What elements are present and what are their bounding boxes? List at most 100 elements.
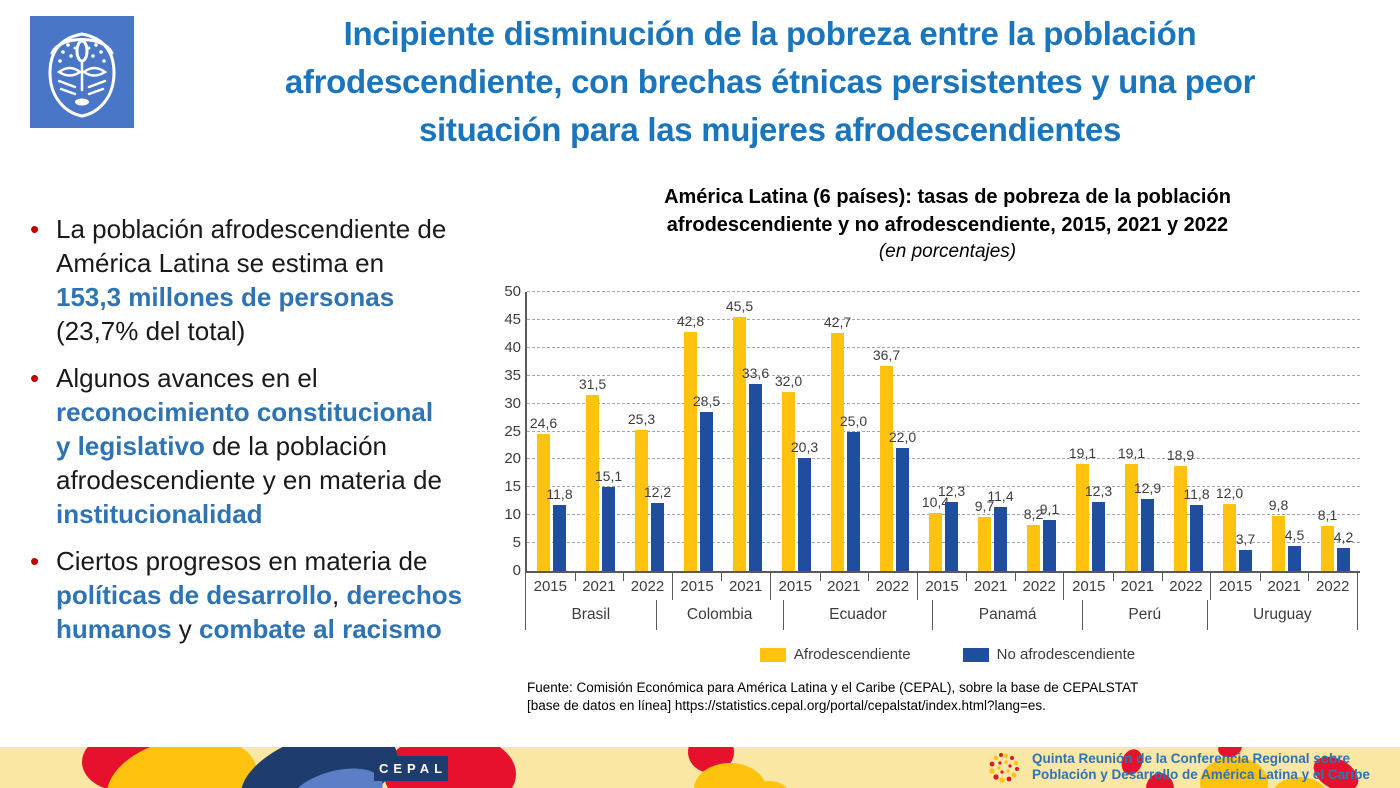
bar-value-label: 24,6	[529, 414, 558, 431]
country-group-uruguay: 12,0 3,7 9,8 4,5 8,1 4,2	[1213, 292, 1360, 571]
bar-afrodescendiente: 8,1	[1318, 507, 1337, 571]
bar-no-afrodescendiente: 25,0	[840, 413, 867, 571]
bar-no-afrodescendiente: 20,3	[791, 439, 818, 571]
bar-afrodescendiente: 25,3	[628, 411, 655, 571]
chart-country-axis: Brasil Colombia Ecuador Panamá Perú Uruguay	[525, 600, 1359, 630]
chart-subtitle: (en porcentajes)	[878, 241, 1017, 262]
chart-source-line: Fuente: Comisión Económica para América …	[527, 680, 1139, 695]
bar-afrodescendiente: 36,7	[873, 347, 900, 571]
y-axis-tick-label: 15	[504, 478, 521, 496]
year-tick-label: 2021	[966, 573, 1015, 600]
bar-no-afrodescendiente: 4,5	[1285, 527, 1304, 571]
chart-title-line: América Latina (6 países): tasas de pobr…	[664, 186, 1231, 208]
bar-no-afrodescendiente: 11,8	[1183, 486, 1210, 571]
bar-value-label: 9,8	[1268, 497, 1289, 514]
bar-value-label: 12,9	[1133, 480, 1162, 497]
year-group: 8,2 9,1	[1017, 292, 1066, 571]
bullet-text-highlight: 153,3 millones de personas	[56, 282, 395, 312]
bar-afrodescendiente: 42,8	[677, 313, 704, 571]
year-tick-label: 2022	[868, 573, 917, 600]
year-tick-label: 2021	[819, 573, 869, 600]
bar-no-afrodescendiente: 11,8	[546, 486, 573, 571]
legend-item: No afrodescendiente	[962, 646, 1136, 663]
chart-title: América Latina (6 países): tasas de pobr…	[505, 183, 1390, 239]
year-group: 8,1 4,2	[1311, 292, 1360, 571]
bullet-text: Ciertos progresos en materia de	[56, 546, 428, 576]
bar-no-afrodescendiente: 12,3	[1085, 483, 1112, 571]
bar-value-label: 42,8	[676, 313, 705, 330]
year-tick-label: 2022	[1161, 573, 1211, 600]
page-title-line: afrodescendiente, con brechas étnicas pe…	[284, 63, 1256, 100]
bar-value-label: 4,2	[1333, 528, 1354, 545]
chart-source: Fuente: Comisión Económica para América …	[527, 679, 1390, 715]
year-axis-section: 2015 2021 2022	[1063, 573, 1210, 600]
bar-afrodescendiente: 9,8	[1269, 497, 1288, 571]
bar-value-label: 31,5	[578, 376, 607, 393]
year-axis-section: 2015 2021	[671, 573, 770, 600]
bar-value-label: 33,6	[741, 364, 770, 381]
bar-value-label: 25,3	[627, 410, 656, 427]
bar-value-label: 4,5	[1284, 526, 1305, 543]
country-group-ecuador: 32,0 20,3 42,7 25,0 36,7 22,0	[772, 292, 919, 571]
year-tick-label: 2022	[623, 573, 672, 600]
bar-value-label: 8,1	[1317, 506, 1338, 523]
bullet-text-highlight: institucionalidad	[56, 499, 263, 529]
conference-title-line: Quinta Reunión de la Conferencia Regiona…	[1032, 751, 1351, 766]
year-group: 45,5 33,6	[723, 292, 772, 571]
bullet-item: • Ciertos progresos en materia de polític…	[26, 544, 496, 646]
bullet-dot: •	[30, 214, 40, 244]
year-group: 10,4 12,3	[919, 292, 968, 571]
bar-value-label: 12,2	[643, 483, 672, 500]
year-tick-label: 2015	[925, 578, 959, 595]
bullet-list: • La población afrodescendiente de Améric…	[26, 212, 496, 659]
year-tick-label: 2021	[1259, 573, 1309, 600]
y-axis-tick-label: 20	[504, 450, 521, 468]
chart-source-line: [base de datos en línea] https://statist…	[527, 698, 1046, 713]
country-label-brasil: Brasil	[525, 600, 656, 630]
bar-no-afrodescendiente: 12,2	[644, 484, 671, 571]
bar-no-afrodescendiente: 12,9	[1134, 480, 1161, 571]
bar-value-label: 12,3	[1084, 483, 1113, 500]
year-axis-section: 2015 2021 2022	[525, 573, 672, 600]
bar-value-label: 11,8	[546, 486, 573, 503]
bar-value-label: 28,5	[692, 392, 721, 409]
year-axis-section: 2015 2021 2022	[916, 573, 1064, 600]
conference-title-line: Población y Desarrollo de América Latina…	[1032, 767, 1370, 782]
bar-value-label: 9,7	[974, 497, 995, 514]
bar-value-label: 36,7	[872, 347, 901, 364]
country-group-panamá: 10,4 12,3 9,7 11,4 8,2 9,1	[919, 292, 1066, 571]
african-mask-logo	[30, 16, 134, 128]
bar-value-label: 12,3	[937, 483, 966, 500]
bullet-text-highlight: reconocimiento constitucional y legislat…	[56, 397, 434, 461]
year-tick-label: 2015	[1072, 578, 1106, 595]
year-group: 32,0 20,3	[772, 292, 821, 571]
bar-no-afrodescendiente: 9,1	[1040, 501, 1059, 571]
legend-swatch	[962, 647, 989, 662]
legend-item: Afrodescendiente	[759, 646, 911, 663]
country-label-ecuador: Ecuador	[782, 600, 933, 630]
bar-value-label: 22,0	[888, 429, 917, 446]
page-title-line: situación para las mujeres afrodescendie…	[418, 111, 1122, 148]
bar-value-label: 19,1	[1117, 445, 1146, 462]
year-group: 25,3 12,2	[625, 292, 674, 571]
footer-banner: CEPAL Quinta Reunión de la Conferencia R…	[0, 747, 1400, 788]
year-group: 42,8 28,5	[674, 292, 723, 571]
year-tick-label: 2021	[721, 573, 770, 600]
year-group: 24,6 11,8	[527, 292, 576, 571]
chart-title-line: afrodescendiente y no afrodescendiente, …	[666, 214, 1229, 236]
y-axis-tick-label: 35	[504, 366, 521, 384]
country-label-panamá: Panamá	[932, 600, 1082, 630]
year-group: 42,7 25,0	[821, 292, 870, 571]
bullet-dot: •	[30, 546, 40, 576]
y-axis-tick-label: 0	[512, 562, 521, 579]
chart-year-axis: 2015 2021 2022 2015 2021 2015 2021 2022 2015 2021…	[525, 573, 1358, 600]
bar-afrodescendiente: 19,1	[1118, 445, 1145, 571]
bar-no-afrodescendiente: 22,0	[889, 429, 916, 571]
y-axis-tick-label: 25	[504, 422, 521, 440]
year-group: 9,7 11,4	[968, 292, 1017, 571]
bar-value-label: 10,4	[921, 493, 950, 510]
year-group: 36,7 22,0	[870, 292, 919, 571]
year-tick-label: 2015	[1218, 578, 1253, 595]
bar-no-afrodescendiente: 4,2	[1334, 529, 1353, 571]
legend-label: No afrodescendiente	[996, 646, 1136, 663]
